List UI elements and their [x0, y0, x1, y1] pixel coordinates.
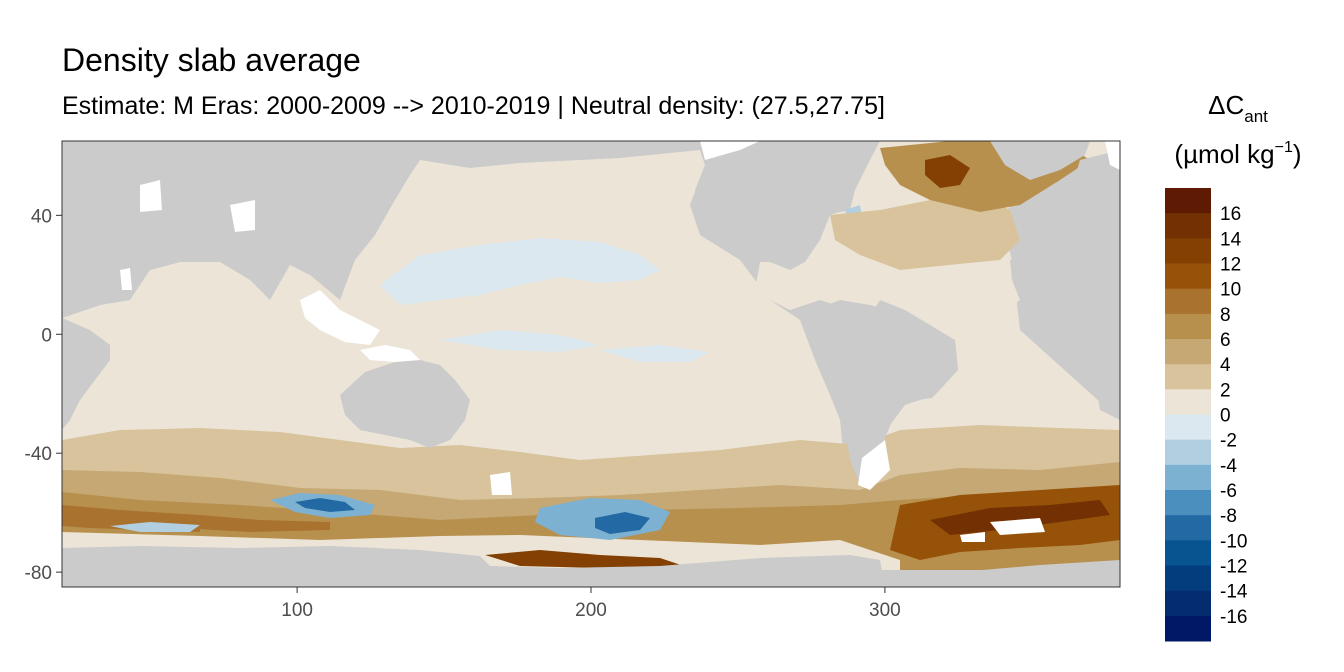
y-tick-label: 0 [41, 325, 52, 346]
legend-swatch [1165, 313, 1211, 340]
legend-label: 14 [1220, 229, 1242, 250]
legend-label: -10 [1220, 531, 1247, 552]
x-tick-label: 100 [281, 600, 313, 621]
pacific-negative-patch-2 [600, 345, 710, 362]
y-tick-label: 40 [31, 206, 52, 227]
legend-swatch [1165, 540, 1211, 566]
x-tick-label: 300 [869, 600, 901, 621]
no-data-atlantic-sw [858, 440, 890, 490]
legend-title-sub: ant [1244, 107, 1268, 126]
legend-swatch [1165, 464, 1211, 491]
no-data-indonesia [300, 290, 380, 345]
no-data-patches [120, 141, 1120, 542]
no-data-weddell [990, 518, 1045, 535]
y-tick-label: -80 [25, 563, 52, 584]
legend: ΔCant (µmol kg−1) 16 14 12 10 8 6 4 2 0 -2 -4 -6 -8 -… [1165, 90, 1302, 642]
legend-label: -8 [1220, 506, 1237, 527]
legend-swatch [1165, 414, 1211, 441]
x-axis: 100 200 300 [281, 587, 901, 621]
legend-swatch [1165, 590, 1211, 617]
legend-unit-suffix: ) [1293, 139, 1302, 169]
y-tick-label: -40 [25, 444, 52, 465]
legend-label: 0 [1220, 406, 1231, 427]
legend-swatch [1165, 238, 1211, 264]
legend-title-main: ΔC [1208, 90, 1244, 120]
pacific-negative-band [380, 238, 660, 305]
legend-label: 8 [1220, 305, 1231, 326]
legend-labels: 16 14 12 10 8 6 4 2 0 -2 -4 -6 -8 -10 -12 -14 -16 [1220, 204, 1248, 628]
chart-subtitle: Estimate: M Eras: 2000-2009 --> 2010-201… [62, 92, 885, 120]
legend-swatch [1165, 213, 1211, 239]
land-antarctica-east [885, 560, 1120, 587]
pacific-negative-patch [440, 330, 600, 352]
legend-swatch [1165, 490, 1211, 516]
legend-label: -12 [1220, 557, 1247, 578]
legend-label: -4 [1220, 456, 1237, 477]
legend-label: 12 [1220, 255, 1241, 276]
north-atlantic-deep [865, 262, 1020, 330]
legend-label: 10 [1220, 280, 1241, 301]
legend-label: -14 [1220, 582, 1248, 603]
land-europe [1070, 150, 1120, 245]
x-tick-label: 200 [575, 600, 607, 621]
no-data-hudson [1105, 141, 1120, 170]
no-data-ross [490, 472, 512, 495]
land-south-america [812, 300, 958, 480]
land-north-america [695, 141, 880, 270]
legend-unit-prefix: (µmol kg [1174, 139, 1274, 169]
legend-label: 6 [1220, 330, 1231, 351]
indian-blue-core [295, 498, 355, 512]
legend-label: -16 [1220, 607, 1247, 628]
no-data-black-sea [230, 200, 255, 232]
land-australia [340, 360, 470, 448]
legend-swatch [1165, 364, 1211, 390]
legend-label: -2 [1220, 431, 1237, 452]
legend-label: -6 [1220, 481, 1237, 502]
land-africa-east [62, 318, 110, 430]
map-panel [62, 141, 1120, 587]
legend-label: 4 [1220, 355, 1231, 376]
land-antarctica [62, 546, 885, 587]
legend-swatch [1165, 288, 1211, 315]
legend-swatch [1165, 515, 1211, 541]
land-west-africa [1010, 240, 1120, 420]
legend-unit: (µmol kg−1) [1174, 139, 1301, 169]
y-axis: 40 0 -40 -80 [25, 206, 62, 584]
legend-swatch [1165, 439, 1211, 466]
legend-swatch [1165, 565, 1211, 592]
weddell-dark [930, 500, 1110, 535]
legend-swatch [1165, 188, 1211, 214]
no-data-indonesia-2 [360, 345, 420, 362]
legend-swatch [1165, 615, 1211, 642]
legend-label: 2 [1220, 380, 1231, 401]
no-data-arctic [700, 141, 760, 160]
labrador-core [925, 155, 970, 188]
chart-title: Density slab average [62, 42, 361, 78]
legend-swatch [1165, 263, 1211, 290]
legend-swatch [1165, 389, 1211, 415]
legend-swatch [1165, 339, 1211, 365]
land-africa [62, 141, 290, 318]
legend-label: 16 [1220, 204, 1241, 225]
ross-brown [485, 550, 690, 568]
no-data-africa-lakes [120, 268, 132, 290]
legend-unit-sup: −1 [1275, 139, 1293, 156]
indian-light-blue [110, 522, 200, 532]
ross-blue-core [595, 512, 650, 534]
north-atlantic [830, 195, 1020, 270]
legend-swatches [1165, 188, 1211, 642]
land-greenland [990, 141, 1090, 180]
no-data-weddell-2 [960, 532, 985, 542]
land-asia [170, 141, 420, 285]
legend-title: ΔCant [1208, 90, 1268, 126]
no-data-caspian [140, 180, 162, 212]
